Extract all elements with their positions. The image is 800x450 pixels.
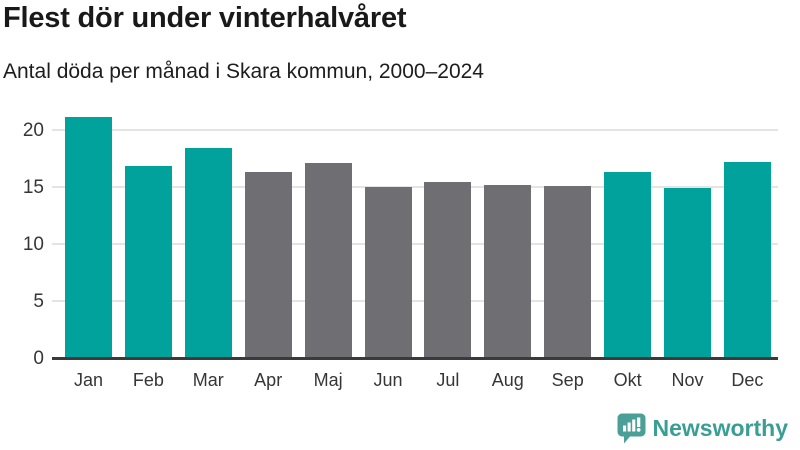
- x-axis-tick-label: Jul: [436, 370, 460, 390]
- gridline-20: [52, 129, 778, 131]
- brand-name: Newsworthy: [652, 415, 788, 441]
- bar-okt: [604, 172, 652, 358]
- bar-nov: [664, 188, 711, 358]
- gridline-5: [52, 300, 778, 302]
- y-axis-tick-label: 20: [22, 120, 44, 141]
- x-axis-tick-label: Dec: [731, 370, 764, 390]
- y-axis-tick-label: 0: [33, 348, 44, 369]
- x-axis-line: [52, 357, 778, 360]
- gridline-10: [52, 243, 778, 245]
- x-axis-tick-label: Sep: [551, 370, 584, 390]
- chart-title: Flest dör under vinterhalvåret: [3, 2, 407, 34]
- bar-apr: [244, 172, 292, 358]
- bar-maj: [304, 163, 352, 358]
- x-axis-tick-label: Jan: [73, 370, 104, 390]
- bar-jan: [65, 117, 112, 358]
- x-axis-tick-label: Maj: [313, 370, 343, 390]
- chart-subtitle: Antal döda per månad i Skara kommun, 200…: [3, 60, 484, 83]
- y-axis-tick-label: 10: [22, 234, 44, 255]
- x-axis-tick-label: Feb: [132, 370, 164, 390]
- x-axis-tick-label: Nov: [671, 370, 704, 390]
- newsworthy-logo[interactable]: Newsworthy: [617, 413, 788, 444]
- bar-feb: [124, 166, 172, 358]
- bar-dec: [723, 162, 771, 358]
- bar-aug: [484, 185, 532, 358]
- gridline-15: [52, 186, 778, 188]
- x-axis-tick-label: Mar: [192, 370, 224, 390]
- x-axis-tick-label: Aug: [491, 370, 524, 390]
- x-axis-tick-label: Apr: [254, 370, 283, 390]
- bar-jun: [364, 187, 412, 358]
- x-axis-tick-label: Jun: [373, 370, 403, 390]
- bar-jul: [424, 182, 472, 358]
- bar-mar: [184, 148, 232, 358]
- bar-sep: [544, 186, 592, 358]
- newsworthy-speech-bubble-bar-chart-icon: [617, 413, 646, 444]
- y-axis-tick-label: 5: [33, 291, 44, 312]
- x-axis-tick-label: Okt: [613, 370, 642, 390]
- y-axis-tick-label: 15: [22, 177, 44, 198]
